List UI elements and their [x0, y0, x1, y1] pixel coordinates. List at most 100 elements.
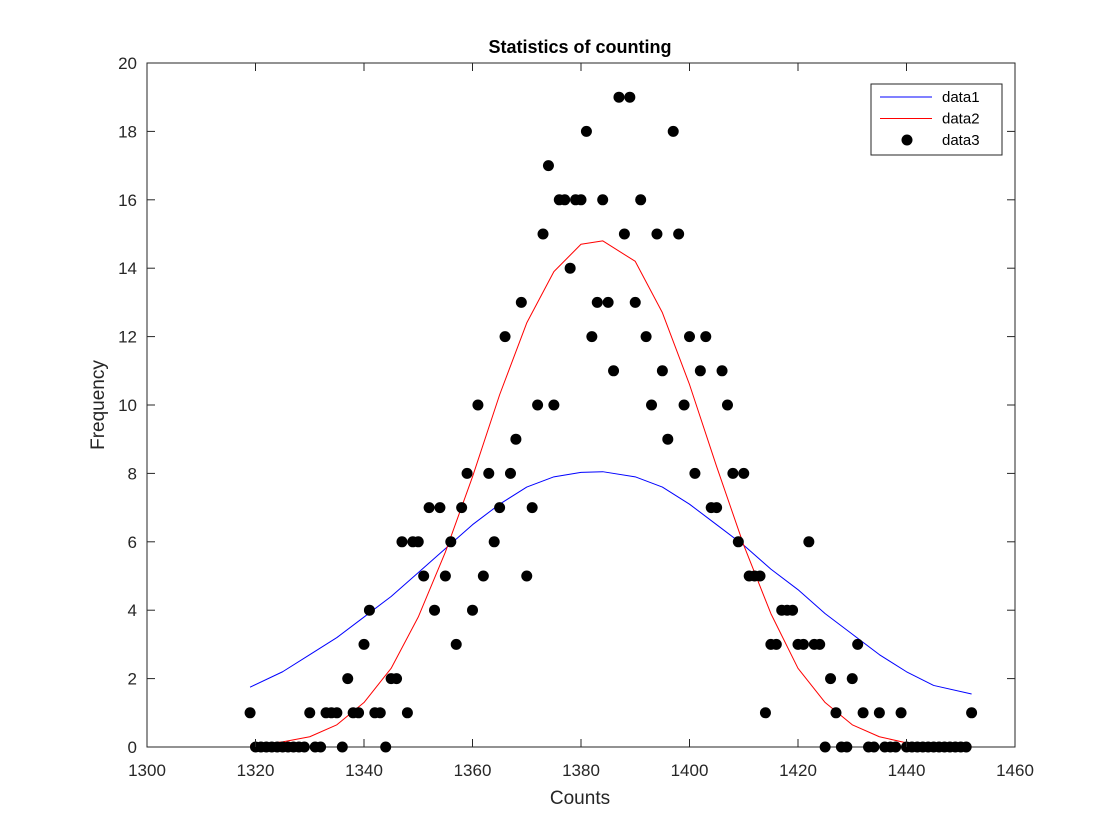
data-point — [521, 570, 533, 582]
data-point — [797, 638, 809, 650]
data-point — [418, 570, 430, 582]
data-point — [673, 228, 685, 240]
y-tick-label: 8 — [128, 464, 137, 483]
x-tick-label: 1400 — [671, 761, 709, 780]
data-point — [564, 262, 576, 274]
data-point — [396, 536, 408, 548]
data-point — [624, 91, 636, 103]
data-point — [483, 467, 495, 479]
data-point — [711, 502, 723, 514]
data-point — [770, 638, 782, 650]
data-point — [542, 160, 554, 172]
data-point — [759, 707, 771, 719]
data-point — [890, 741, 902, 753]
data-point — [700, 331, 712, 343]
legend-swatch-data3 — [901, 134, 913, 146]
data-point — [803, 536, 815, 548]
data-point — [629, 296, 641, 308]
y-tick-label: 4 — [128, 601, 137, 620]
data-point — [298, 741, 310, 753]
legend: data1 data2 data3 — [870, 83, 1003, 156]
data-point — [358, 638, 370, 650]
series-points-data3 — [244, 91, 978, 753]
y-axis-label: Frequency — [88, 360, 109, 450]
data-point — [423, 502, 435, 514]
data-point — [597, 194, 609, 206]
data-point — [656, 365, 668, 377]
x-tick-label: 1440 — [888, 761, 926, 780]
data-point — [439, 570, 451, 582]
data-point — [646, 399, 658, 411]
legend-entry-label: data3 — [942, 132, 980, 149]
data-point — [678, 399, 690, 411]
data-point — [548, 399, 560, 411]
data-point — [667, 125, 679, 137]
data-point — [363, 604, 375, 616]
data-point — [966, 707, 978, 719]
x-tick-label: 1380 — [562, 761, 600, 780]
data-point — [304, 707, 316, 719]
x-tick-label: 1360 — [454, 761, 492, 780]
x-tick-label: 1460 — [996, 761, 1034, 780]
data-point — [635, 194, 647, 206]
data-point — [819, 741, 831, 753]
data-point — [477, 570, 489, 582]
legend-box — [870, 83, 1003, 156]
data-point — [494, 502, 506, 514]
data-point — [510, 433, 522, 445]
data-point — [868, 741, 880, 753]
y-tick-label: 0 — [128, 738, 137, 757]
data-point — [841, 741, 853, 753]
data-point — [537, 228, 549, 240]
data-point — [559, 194, 571, 206]
x-tick-label: 1300 — [128, 761, 166, 780]
data-point — [575, 194, 587, 206]
data-point — [461, 467, 473, 479]
data-point — [331, 707, 343, 719]
data-point — [467, 604, 478, 616]
data-point — [618, 228, 630, 240]
plot-area — [146, 62, 1016, 753]
axes-box — [146, 62, 1016, 748]
chart-title: Statistics of counting — [488, 37, 671, 57]
data-point — [515, 296, 527, 308]
data-point — [787, 604, 799, 616]
y-tick-label: 14 — [118, 259, 137, 278]
data-point — [456, 502, 468, 514]
data-point — [504, 467, 516, 479]
data-point — [532, 399, 544, 411]
x-tick-label: 1320 — [237, 761, 275, 780]
data-point — [651, 228, 663, 240]
data-point — [602, 296, 614, 308]
data-point — [738, 467, 750, 479]
data-point — [727, 467, 739, 479]
data-point — [526, 502, 538, 514]
data-point — [488, 536, 500, 548]
axis-ticks: 1300 1320 1340 1360 1380 1400 1420 1440 14600246… — [118, 54, 1034, 780]
data-point — [353, 707, 365, 719]
data-point — [450, 638, 462, 650]
y-tick-label: 12 — [118, 328, 137, 347]
data-point — [960, 741, 972, 753]
series-line-data2 — [250, 240, 972, 748]
x-tick-label: 1420 — [779, 761, 817, 780]
data-point — [754, 570, 766, 582]
y-tick-label: 20 — [118, 54, 137, 73]
data-point — [662, 433, 674, 445]
data-point — [412, 536, 424, 548]
data-point — [374, 707, 386, 719]
data-point — [830, 707, 842, 719]
data-point — [342, 673, 354, 685]
data-point — [391, 673, 403, 685]
y-tick-label: 6 — [128, 533, 137, 552]
data-point — [689, 467, 701, 479]
data-point — [814, 638, 826, 650]
data-point — [684, 331, 695, 343]
data-point — [694, 365, 706, 377]
legend-entry-label: data1 — [942, 89, 980, 106]
data-point — [895, 707, 907, 719]
x-axis-label: Counts — [550, 788, 610, 809]
data-point — [857, 707, 869, 719]
data-point — [852, 638, 864, 650]
